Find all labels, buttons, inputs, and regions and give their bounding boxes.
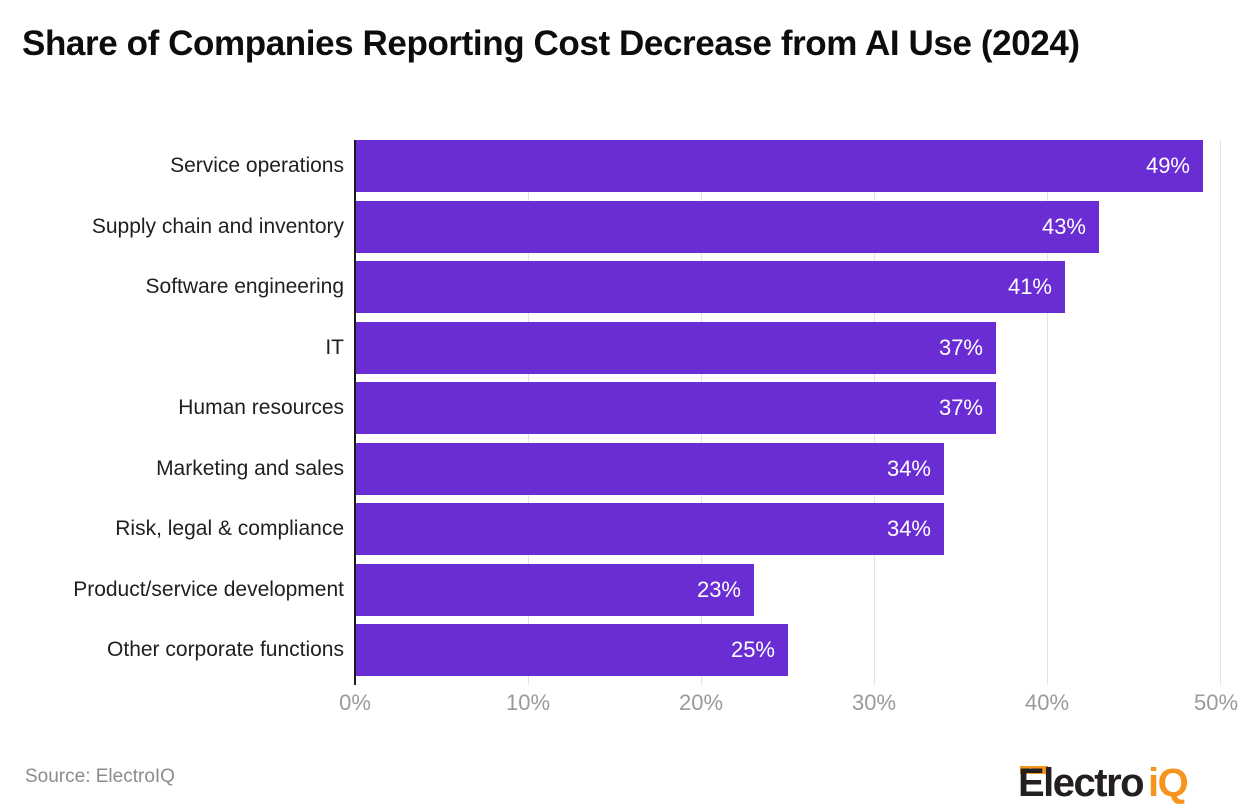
electroiq-logo-svg: Electro iQ: [1018, 761, 1189, 804]
x-tick-label-30: 30%: [851, 690, 897, 715]
category-label-marketing-and-sales: Marketing and sales: [156, 456, 344, 480]
category-label-other-corporate-functions: Other corporate functions: [107, 638, 344, 661]
lightning-bolt-icon: [1020, 766, 1048, 774]
category-label-it: IT: [325, 335, 344, 359]
category-label-supply-chain-and-inventory: Supply chain and inventory: [91, 214, 344, 238]
bar-product-service-development[interactable]: 23%: [356, 563, 754, 616]
bar-marketing-and-sales[interactable]: 34%: [356, 442, 944, 495]
bar-row: Software engineering 41%: [0, 261, 1240, 322]
bar-row: Service operations 49%: [0, 140, 1240, 201]
gridline-50: [1220, 140, 1221, 685]
bar-wrapper: 34%: [356, 503, 944, 555]
bar-row: Supply chain and inventory 43%: [0, 200, 1240, 262]
bar-row: Marketing and sales 34%: [0, 442, 1240, 504]
bar-value-label: 41%: [1007, 274, 1052, 299]
category-label-risk-legal-compliance: Risk, legal & compliance: [115, 517, 344, 540]
bar-row: IT 37%: [0, 321, 1240, 383]
bar-value-label: 49%: [1145, 153, 1190, 178]
x-tick-label-40: 40%: [1024, 690, 1070, 715]
bar-wrapper: 25%: [356, 624, 788, 676]
svg-text:iQ: iQ: [1148, 761, 1188, 804]
bar-row: Human resources 37%: [0, 382, 1240, 443]
bar-wrapper: 23%: [356, 563, 754, 616]
x-tick-label-0: 0%: [339, 690, 371, 715]
bar-value-label: 34%: [886, 455, 931, 481]
bar-wrapper: 37%: [356, 321, 996, 374]
category-label-product-service-development: Product/service development: [73, 577, 344, 601]
svg-text:Electro: Electro: [1018, 761, 1143, 804]
bar-wrapper: 37%: [356, 382, 996, 434]
bar-row: Risk, legal & compliance 34%: [0, 503, 1240, 564]
category-label-human-resources: Human resources: [178, 396, 344, 419]
bar-supply-chain-and-inventory[interactable]: 43%: [356, 200, 1099, 253]
bar-row: Product/service development 23%: [0, 563, 1240, 625]
bar-value-label: 34%: [886, 516, 931, 541]
source-note: Source: ElectroIQ: [25, 766, 175, 787]
bar-row: Other corporate functions 25%: [0, 624, 1240, 685]
bar-value-label: 23%: [696, 576, 741, 602]
chart-title: Share of Companies Reporting Cost Decrea…: [22, 24, 1080, 63]
chart-plot-area: Service operations 49% Supply chain and …: [0, 130, 1240, 690]
bar-value-label: 37%: [938, 334, 983, 360]
x-tick-label-20: 20%: [678, 690, 724, 715]
bar-wrapper: 49%: [356, 140, 1203, 192]
gridline-40: [1047, 140, 1048, 685]
bar-human-resources[interactable]: 37%: [356, 382, 996, 434]
bar-it[interactable]: 37%: [356, 321, 996, 374]
category-label-service-operations: Service operations: [170, 154, 344, 177]
y-axis-line: [354, 140, 356, 685]
bar-value-label: 37%: [938, 395, 983, 420]
electroiq-logo: Electro iQ: [1018, 760, 1216, 804]
bar-value-label: 25%: [730, 637, 775, 662]
x-tick-label-10: 10%: [505, 690, 551, 715]
bar-service-operations[interactable]: 49%: [356, 140, 1203, 192]
category-label-software-engineering: Software engineering: [145, 275, 344, 298]
bar-other-corporate-functions[interactable]: 25%: [356, 624, 788, 676]
bar-value-label: 43%: [1041, 213, 1086, 239]
bar-risk-legal-compliance[interactable]: 34%: [356, 503, 944, 555]
bar-wrapper: 34%: [356, 442, 944, 495]
x-axis: 0% 10% 20% 30% 40% 50%: [0, 690, 1240, 730]
bar-software-engineering[interactable]: 41%: [356, 261, 1065, 313]
bar-wrapper: 41%: [356, 261, 1065, 313]
bar-rows: Service operations 49% Supply chain and …: [0, 140, 1240, 685]
bar-wrapper: 43%: [356, 200, 1099, 253]
x-tick-label-50: 50%: [1193, 690, 1239, 715]
